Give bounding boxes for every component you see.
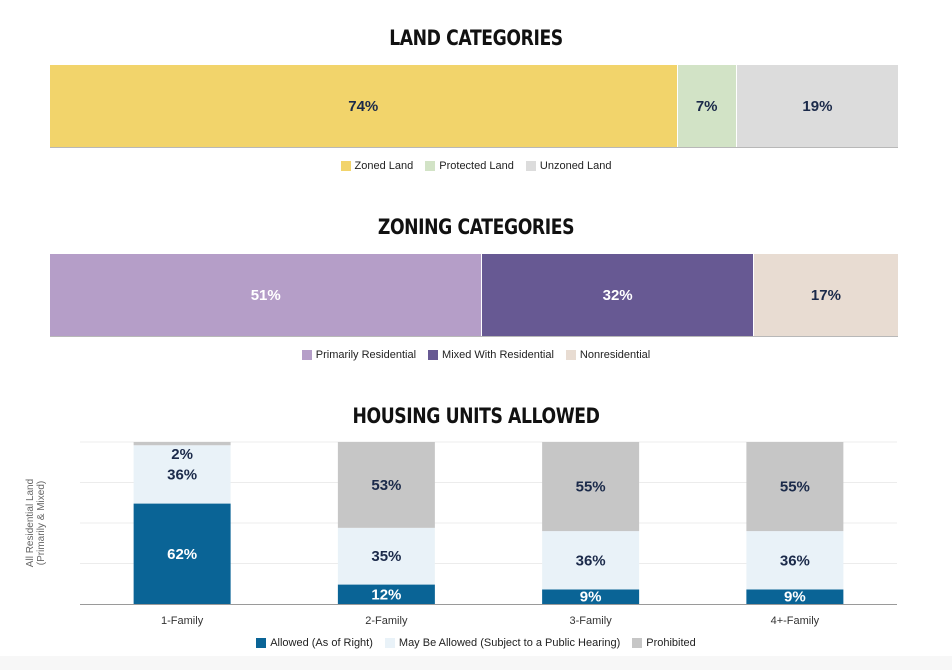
zoning-categories-title: ZONING CATEGORIES	[377, 215, 575, 239]
bar-segment-primarily-residential: 51%	[50, 254, 483, 336]
bar-2-family-allowed-as-of-right	[337, 584, 435, 604]
legend-swatch	[425, 161, 436, 171]
data-label: 55%	[780, 479, 810, 496]
legend-swatch	[525, 161, 536, 171]
data-label: 62%	[167, 546, 197, 563]
x-tick-label: 4+-Family	[771, 615, 820, 627]
land-categories-title: LAND CATEGORIES	[389, 26, 563, 50]
data-label: 12%	[371, 586, 401, 603]
legend-swatch	[256, 638, 267, 648]
legend-swatch	[301, 350, 312, 360]
data-label: 36%	[576, 552, 606, 569]
bar-3-family-prohibited	[542, 442, 640, 532]
legend-swatch	[632, 638, 643, 648]
legend-swatch	[428, 350, 439, 360]
data-label: 35%	[371, 548, 401, 565]
housing-units-chart: 62% 36% 2% 1-Family 12% 35% 53% 2-Family 9% 36% 55…	[80, 441, 897, 627]
land-categories-bar: 74% 7% 19%	[50, 65, 898, 148]
data-label: 7%	[695, 97, 718, 115]
bar-2-family-prohibited	[337, 442, 435, 528]
bar-2-family-may-be-allowed-subject-to-a-public-hearing	[337, 527, 435, 585]
land-categories-legend: Zoned Land Protected Land Unzoned Land	[0, 160, 952, 172]
legend-item-nonresidential: Nonresidential	[565, 349, 651, 361]
data-label: 19%	[802, 97, 833, 115]
bar-3-family-may-be-allowed-subject-to-a-public-hearing	[542, 531, 640, 590]
data-label: 36%	[780, 552, 810, 569]
bar-1-family-prohibited	[133, 442, 231, 446]
legend-item-unzoned-land: Unzoned Land	[525, 160, 612, 172]
housing-units-legend: Allowed (As of Right) May Be Allowed (Sub…	[0, 637, 952, 649]
legend-item-zoned-land: Zoned Land	[340, 160, 414, 172]
x-tick-label: 3-Family	[570, 615, 613, 627]
legend-item-primarily-residential: Primarily Residential	[301, 349, 417, 361]
legend-label: Prohibited	[646, 637, 696, 649]
data-label: 9%	[784, 589, 806, 606]
legend-swatch	[340, 161, 351, 171]
zoning-categories-legend: Primarily Residential Mixed With Resident…	[0, 349, 952, 361]
legend-label: Mixed With Residential	[442, 349, 554, 361]
x-tick-label: 1-Family	[161, 615, 204, 627]
legend-item-may-be-allowed-subject-to-a-public-hearing: May Be Allowed (Subject to a Public Hear…	[384, 637, 621, 649]
data-label: 9%	[580, 589, 602, 606]
legend-label: Protected Land	[439, 160, 514, 172]
legend-label: Primarily Residential	[315, 349, 417, 361]
legend-item-allowed-as-of-right: Allowed (As of Right)	[256, 637, 373, 649]
housing-units-title: HOUSING UNITS ALLOWED	[352, 404, 600, 428]
data-label: 74%	[348, 97, 379, 115]
bar-4-family-allowed-as-of-right	[746, 589, 844, 604]
bar-3-family-allowed-as-of-right	[542, 589, 640, 604]
legend-swatch	[384, 638, 395, 648]
zoning-categories-bar: 51% 32% 17%	[50, 254, 898, 337]
bar-4-family-may-be-allowed-subject-to-a-public-hearing	[746, 531, 844, 590]
legend-item-protected-land: Protected Land	[425, 160, 514, 172]
legend-swatch	[565, 350, 576, 360]
data-label: 51%	[250, 286, 281, 304]
bar-1-family-allowed-as-of-right	[133, 503, 231, 604]
legend-label: May Be Allowed (Subject to a Public Hear…	[398, 637, 621, 649]
legend-item-mixed-with-residential: Mixed With Residential	[428, 349, 554, 361]
bar-1-family-may-be-allowed-subject-to-a-public-hearing	[133, 445, 231, 504]
data-label: 36%	[167, 466, 197, 483]
footer-band	[0, 656, 952, 670]
data-label: 32%	[602, 286, 633, 304]
bar-segment-protected-land: 7%	[677, 65, 737, 147]
legend-label: Zoned Land	[354, 160, 414, 172]
bar-segment-mixed-with-residential: 32%	[482, 254, 754, 336]
data-label: 2%	[171, 446, 193, 463]
legend-item-prohibited: Prohibited	[632, 637, 696, 649]
legend-label: Nonresidential	[579, 349, 651, 361]
x-tick-label: 2-Family	[365, 615, 408, 627]
data-label: 17%	[810, 286, 841, 304]
data-label: 55%	[576, 479, 606, 496]
legend-label: Allowed (As of Right)	[270, 637, 373, 649]
bar-segment-nonresidential: 17%	[753, 254, 898, 336]
bar-segment-unzoned-land: 19%	[736, 65, 898, 147]
bar-segment-zoned-land: 74%	[50, 65, 678, 147]
bar-4-family-prohibited	[746, 442, 844, 532]
data-label: 53%	[371, 477, 401, 494]
legend-label: Unzoned Land	[539, 160, 612, 172]
